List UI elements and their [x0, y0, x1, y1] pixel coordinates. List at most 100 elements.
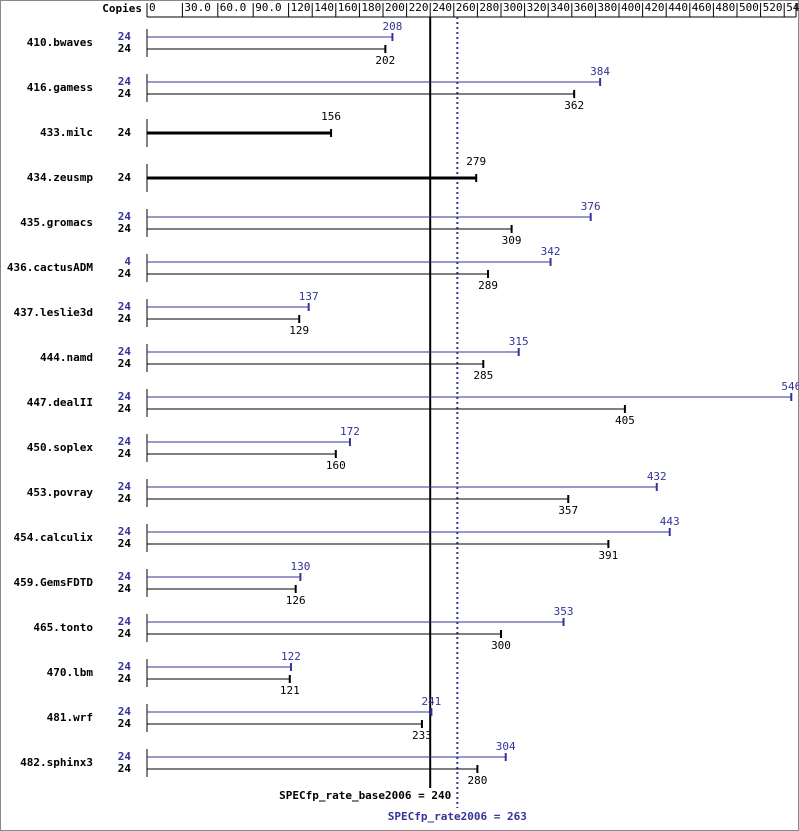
benchmark-label: 436.cactusADM: [7, 261, 93, 274]
value-label: 280: [467, 774, 487, 787]
x-tick-label: 90.0: [255, 1, 282, 14]
value-label: 546: [781, 380, 799, 393]
copies-label: 24: [118, 492, 132, 505]
x-tick-label: 320: [527, 1, 547, 14]
value-label: 405: [615, 414, 635, 427]
copies-label: 24: [118, 447, 132, 460]
benchmark-label: 453.povray: [27, 486, 94, 499]
value-label: 202: [375, 54, 395, 67]
copies-label: 24: [118, 537, 132, 550]
value-label: 160: [326, 459, 346, 472]
copies-label: 24: [118, 435, 132, 448]
value-label: 279: [466, 155, 486, 168]
value-label: 443: [660, 515, 680, 528]
benchmark-label: 416.gamess: [27, 81, 93, 94]
value-label: 126: [286, 594, 306, 607]
x-tick-label: 0: [149, 1, 156, 14]
x-tick-label: 200: [385, 1, 405, 14]
x-tick-label: 160: [338, 1, 358, 14]
copies-label: 24: [118, 312, 132, 325]
benchmark-label: 482.sphinx3: [20, 756, 93, 769]
value-label: 122: [281, 650, 301, 663]
copies-label: 24: [118, 30, 132, 43]
value-label: 362: [564, 99, 584, 112]
copies-label: 24: [118, 210, 132, 223]
value-label: 129: [289, 324, 309, 337]
benchmark-label: 434.zeusmp: [27, 171, 94, 184]
copies-label: 24: [118, 222, 132, 235]
value-label: 289: [478, 279, 498, 292]
value-label: 300: [491, 639, 511, 652]
x-tick-label: 380: [597, 1, 617, 14]
copies-label: 24: [118, 660, 132, 673]
x-tick-label: 460: [692, 1, 712, 14]
value-label: 432: [647, 470, 667, 483]
x-tick-label: 480: [715, 1, 735, 14]
x-tick-label: 300: [503, 1, 523, 14]
copies-label: 24: [118, 762, 132, 775]
copies-label: 24: [118, 525, 132, 538]
copies-label: 24: [118, 345, 132, 358]
benchmark-label: 437.leslie3d: [14, 306, 93, 319]
copies-label: 24: [118, 300, 132, 313]
value-label: 233: [412, 729, 432, 742]
copies-label: 24: [118, 705, 132, 718]
benchmark-label: 410.bwaves: [27, 36, 93, 49]
benchmark-label: 470.lbm: [47, 666, 94, 679]
value-label: 342: [541, 245, 561, 258]
value-label: 156: [321, 110, 341, 123]
copies-label: 24: [118, 672, 132, 685]
x-tick-label: 360: [574, 1, 594, 14]
benchmark-label: 481.wrf: [47, 711, 93, 724]
x-tick-label: 500: [739, 1, 759, 14]
x-tick-label: 440: [668, 1, 688, 14]
copies-label: 24: [118, 390, 132, 403]
x-tick-label: 180: [361, 1, 381, 14]
value-label: 315: [509, 335, 529, 348]
x-tick-label: 260: [456, 1, 476, 14]
copies-label: 24: [118, 75, 132, 88]
benchmark-label: 465.tonto: [33, 621, 93, 634]
x-tick-label: 140: [314, 1, 334, 14]
value-label: 130: [290, 560, 310, 573]
copies-label: 24: [118, 750, 132, 763]
benchmark-label: 435.gromacs: [20, 216, 93, 229]
x-tick-label: 220: [409, 1, 429, 14]
copies-label: 24: [118, 357, 132, 370]
copies-label: 24: [118, 171, 132, 184]
benchmark-label: 454.calculix: [14, 531, 94, 544]
benchmark-label: 459.GemsFDTD: [14, 576, 94, 589]
x-tick-label: 60.0: [220, 1, 247, 14]
copies-header: Copies: [102, 2, 142, 15]
value-label: 121: [280, 684, 300, 697]
x-tick-label: 420: [645, 1, 665, 14]
value-label: 137: [299, 290, 319, 303]
value-label: 309: [502, 234, 522, 247]
copies-label: 24: [118, 87, 132, 100]
copies-label: 24: [118, 480, 132, 493]
value-label: 304: [496, 740, 516, 753]
x-tick-label: 240: [432, 1, 452, 14]
copies-label: 24: [118, 126, 132, 139]
x-tick-label: 340: [550, 1, 570, 14]
value-label: 384: [590, 65, 610, 78]
copies-label: 24: [118, 42, 132, 55]
value-label: 208: [383, 20, 403, 33]
value-label: 241: [421, 695, 441, 708]
benchmark-label: 447.dealII: [27, 396, 93, 409]
benchmark-label: 433.milc: [40, 126, 93, 139]
copies-label: 24: [118, 582, 132, 595]
x-tick-label: 120: [291, 1, 311, 14]
value-label: 285: [473, 369, 493, 382]
reference-label: SPECfp_rate2006 = 263: [388, 810, 527, 823]
value-label: 353: [554, 605, 574, 618]
copies-label: 24: [118, 627, 132, 640]
value-label: 357: [558, 504, 578, 517]
value-label: 376: [581, 200, 601, 213]
copies-label: 24: [118, 717, 132, 730]
reference-label: SPECfp_rate_base2006 = 240: [279, 789, 451, 802]
copies-label: 24: [118, 267, 132, 280]
x-tick-label: 280: [479, 1, 499, 14]
